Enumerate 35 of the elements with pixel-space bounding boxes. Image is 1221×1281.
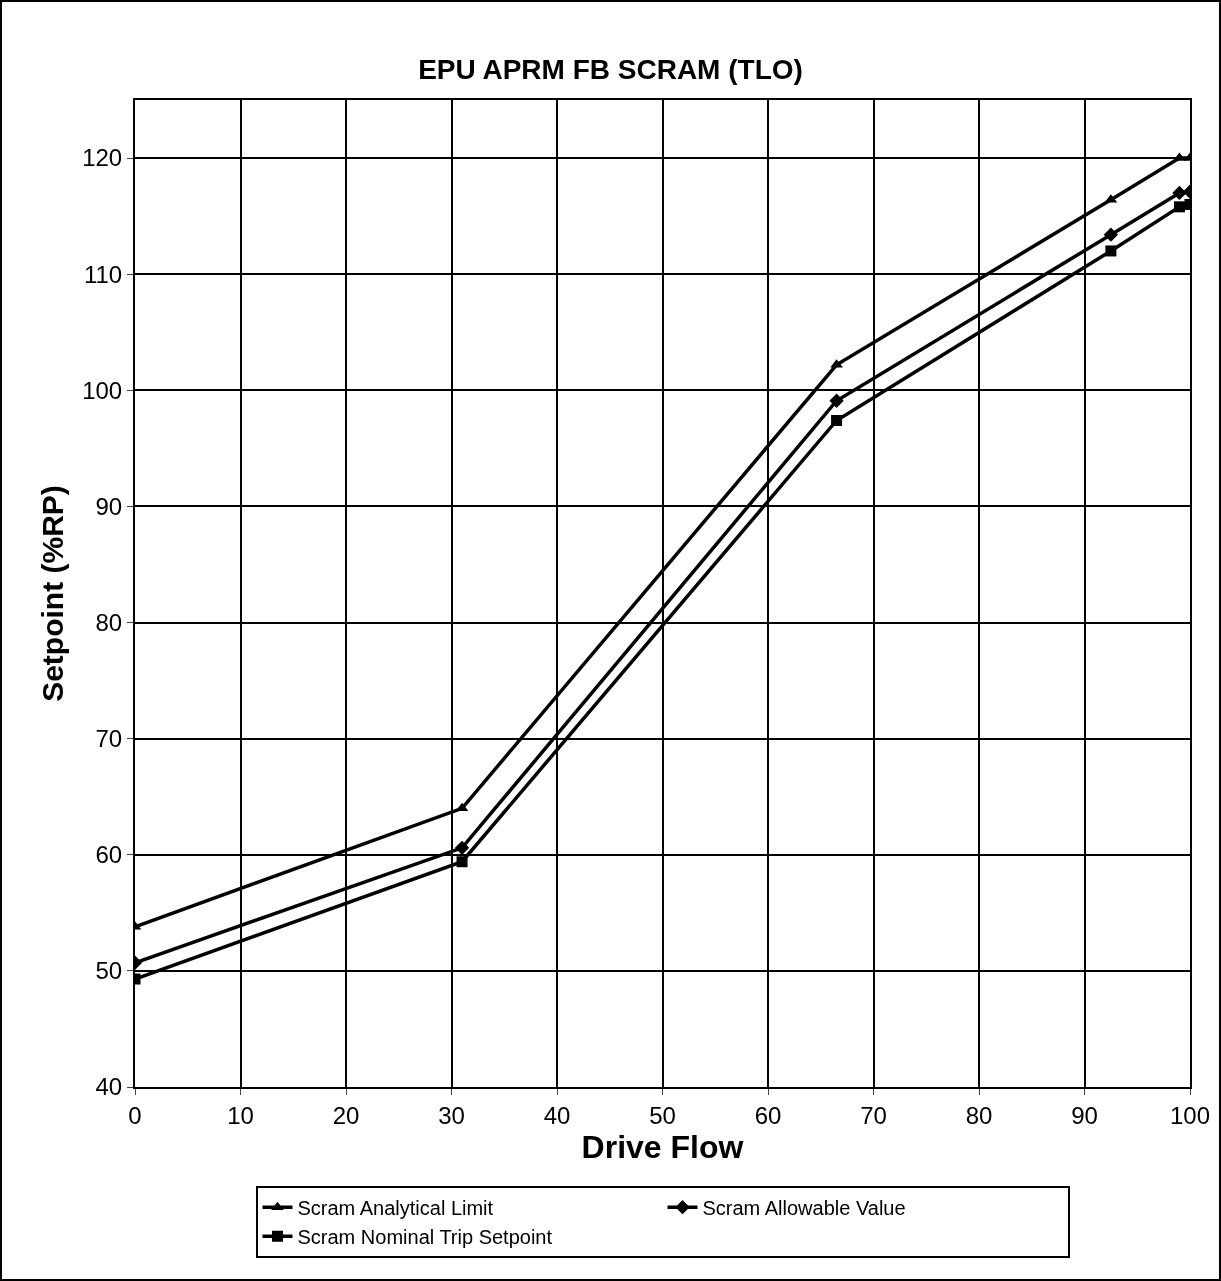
- x-tick-label: 20: [332, 1101, 360, 1129]
- legend-label: Scram Allowable Value: [702, 1197, 906, 1219]
- point: [1105, 245, 1117, 257]
- point: [831, 414, 843, 426]
- point: [1172, 185, 1187, 201]
- legend-label: Scram Nominal Trip Setpoint: [297, 1226, 553, 1248]
- y-tick-label: 120: [82, 144, 123, 172]
- y-tick-label: 80: [95, 608, 123, 636]
- x-tick-label: 80: [965, 1101, 993, 1129]
- point: [454, 840, 470, 855]
- x-tick-label: 30: [438, 1101, 465, 1129]
- x-tick-label: 100: [1169, 1101, 1211, 1129]
- x-tick-label: 40: [543, 1101, 571, 1129]
- y-axis-title: Setpoint (%RP): [35, 485, 69, 702]
- x-tick-label: 90: [1071, 1101, 1098, 1129]
- point: [1103, 227, 1119, 242]
- x-tick-label: 50: [649, 1101, 676, 1129]
- point: [829, 393, 844, 408]
- x-tick-label: 10: [227, 1101, 254, 1129]
- y-tick-label: 70: [95, 725, 123, 753]
- y-tick-label: 110: [83, 260, 123, 288]
- y-tick-label: 90: [95, 492, 123, 520]
- point: [455, 802, 469, 812]
- x-tick-label: 60: [754, 1101, 782, 1129]
- point: [456, 856, 468, 868]
- legend-label: Scram Analytical Limit: [297, 1197, 494, 1219]
- x-axis-title: Drive Flow: [581, 1128, 744, 1165]
- point: [1173, 201, 1185, 213]
- y-tick-label: 60: [95, 841, 123, 869]
- x-tick-label: 0: [128, 1101, 142, 1129]
- y-tick-label: 40: [95, 1073, 123, 1101]
- x-tick-label: 70: [860, 1101, 887, 1129]
- y-tick-label: 100: [82, 376, 123, 404]
- y-tick-label: 50: [95, 957, 123, 985]
- chart-title: EPU APRM FB SCRAM (TLO): [418, 54, 803, 86]
